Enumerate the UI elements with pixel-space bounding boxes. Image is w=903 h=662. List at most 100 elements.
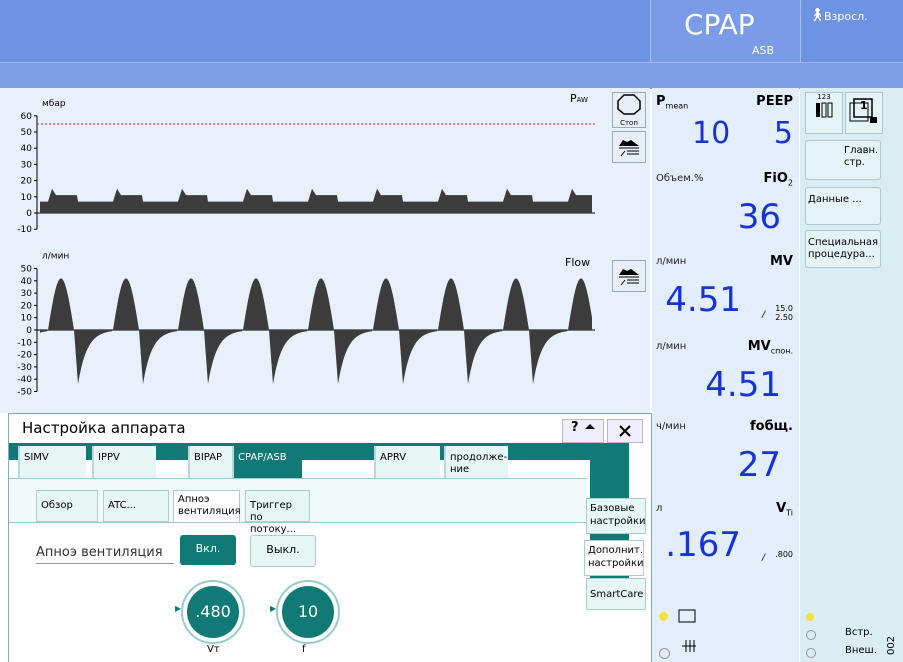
patient-icon: 🚶︎ xyxy=(809,8,826,23)
line: Специальная xyxy=(808,237,879,248)
menu-button[interactable]: Специальная процедура... xyxy=(805,230,881,268)
led xyxy=(806,630,816,640)
line: ATC... xyxy=(108,500,137,511)
mode-tab[interactable]: SIMV xyxy=(18,446,86,478)
status-external: Внеш. xyxy=(845,645,877,656)
y-tick-label: 30 xyxy=(21,289,33,299)
sub-tab[interactable]: ATC... xyxy=(103,490,169,522)
footer-code: 002 xyxy=(886,635,898,656)
line: продолже- xyxy=(450,452,508,463)
knob-marker: ▶ xyxy=(270,604,277,613)
part xyxy=(821,102,827,118)
help: ? xyxy=(571,420,579,435)
side-tab[interactable]: Базовые настройки xyxy=(586,498,646,534)
name: P xyxy=(656,94,666,109)
side-tab[interactable]: SmartCare xyxy=(586,578,646,610)
icon-text: 123 xyxy=(817,93,831,101)
waveform-area: 60 50 40 30 20 10 0 -10 мбар 50 40 30 20 10 0 -10 -20 -30… xyxy=(0,88,650,413)
line: вентиляция xyxy=(178,506,241,517)
limits: .800 xyxy=(775,550,793,559)
mode-tab[interactable]: продолже-ние xyxy=(444,446,508,478)
paw-label: PAW xyxy=(570,92,588,105)
line: SmartCare xyxy=(590,589,644,600)
limit-icon: ∕ xyxy=(761,310,765,320)
measurement-cell: Объем.% FiO2 36 xyxy=(652,165,799,249)
line: Триггер по xyxy=(250,500,292,523)
mode-tab[interactable]: CPAP/ASB xyxy=(232,446,302,478)
unit-label: л/мин xyxy=(42,252,69,262)
stop-icon xyxy=(617,94,641,115)
y-tick-label: -10 xyxy=(17,338,32,348)
menu-button[interactable]: Данные ... xyxy=(805,187,881,225)
up-icon xyxy=(584,424,595,429)
value: 36 xyxy=(737,197,781,237)
mode-tab[interactable]: IPPV xyxy=(92,446,156,478)
help-button[interactable]: ? xyxy=(562,419,604,443)
lock-button[interactable]: 1 xyxy=(845,92,883,134)
y-tick-label: -10 xyxy=(17,225,32,235)
y-tick-label: 60 xyxy=(21,112,33,122)
part xyxy=(816,103,820,117)
y-tick-label: 40 xyxy=(21,144,33,154)
peep-value: 5 xyxy=(773,116,793,151)
y-tick-label: 20 xyxy=(21,177,33,187)
value: 4.51 xyxy=(665,280,741,320)
part xyxy=(619,425,631,437)
side-tab[interactable]: Дополнит. настройки xyxy=(584,540,644,576)
option-on[interactable]: Вкл. xyxy=(180,535,236,565)
y-tick-label: 40 xyxy=(21,277,33,287)
line: 2.50 xyxy=(775,313,793,322)
freeze-button[interactable] xyxy=(612,260,646,292)
line: стр. xyxy=(844,157,865,168)
limits: 15.0 2.50 xyxy=(775,304,793,322)
sub-tab[interactable]: Триггер по потоку... xyxy=(245,490,310,535)
icon-button[interactable]: 123 xyxy=(805,92,843,134)
option-off[interactable]: Выкл. xyxy=(250,535,316,567)
close-icon xyxy=(619,425,631,437)
knob[interactable]: 10 xyxy=(276,580,340,644)
measurement-cell: ч/мин fобщ. 27 xyxy=(652,413,799,496)
knob-label: f xyxy=(302,644,306,655)
value: 4.51 xyxy=(705,365,781,405)
led xyxy=(806,648,816,658)
knob-face: .480 xyxy=(187,586,239,638)
sub-tab[interactable]: Апноэ вентиляция xyxy=(173,490,241,523)
close-button[interactable] xyxy=(607,419,643,443)
line: .800 xyxy=(775,550,793,559)
mode-tab[interactable]: APRV xyxy=(374,446,440,478)
pmean-value: 10 xyxy=(692,116,731,151)
y-tick-label: -40 xyxy=(17,375,32,385)
limit-icon: ∕ xyxy=(761,553,765,563)
line: процедура... xyxy=(808,249,875,260)
line: SIMV xyxy=(24,452,49,463)
measurement-cell: л VTi .167 .800 ∕ xyxy=(652,495,799,601)
knob-marker: ▶ xyxy=(175,604,182,613)
wave-bg xyxy=(0,88,650,413)
freeze-button[interactable] xyxy=(612,131,646,163)
y-tick-label: 50 xyxy=(21,128,33,138)
freeze-icon xyxy=(619,140,639,157)
line: BIPAP xyxy=(194,452,223,463)
mode-tab[interactable]: BIPAP xyxy=(188,446,232,478)
line: Данные ... xyxy=(808,194,862,205)
line: 15.0 xyxy=(775,304,793,313)
name: VTi xyxy=(776,501,793,518)
stop-button[interactable]: Стоп xyxy=(612,92,646,128)
line: IPPV xyxy=(98,452,120,463)
y-tick-label: 10 xyxy=(21,193,33,203)
measurement-cell: л/мин MVспон. 4.51 xyxy=(652,333,799,414)
side-bg xyxy=(800,88,903,662)
knob[interactable]: .480 xyxy=(181,580,245,644)
y-tick-label: 0 xyxy=(26,209,32,219)
part xyxy=(853,98,873,118)
unit: Объем.% xyxy=(656,173,704,184)
part xyxy=(678,609,696,623)
menu-button[interactable]: Главн. стр. xyxy=(805,140,881,180)
y-tick-label: 20 xyxy=(21,301,33,311)
name: fобщ. xyxy=(750,419,793,436)
mode-bg xyxy=(650,0,801,62)
sub-tab[interactable]: Обзор xyxy=(36,490,98,522)
line: Апноэ xyxy=(178,494,210,505)
measurement-cell: л/мин MV 4.51 15.0 2.50 ∕ xyxy=(652,248,799,334)
y-tick-label: -20 xyxy=(17,351,32,361)
